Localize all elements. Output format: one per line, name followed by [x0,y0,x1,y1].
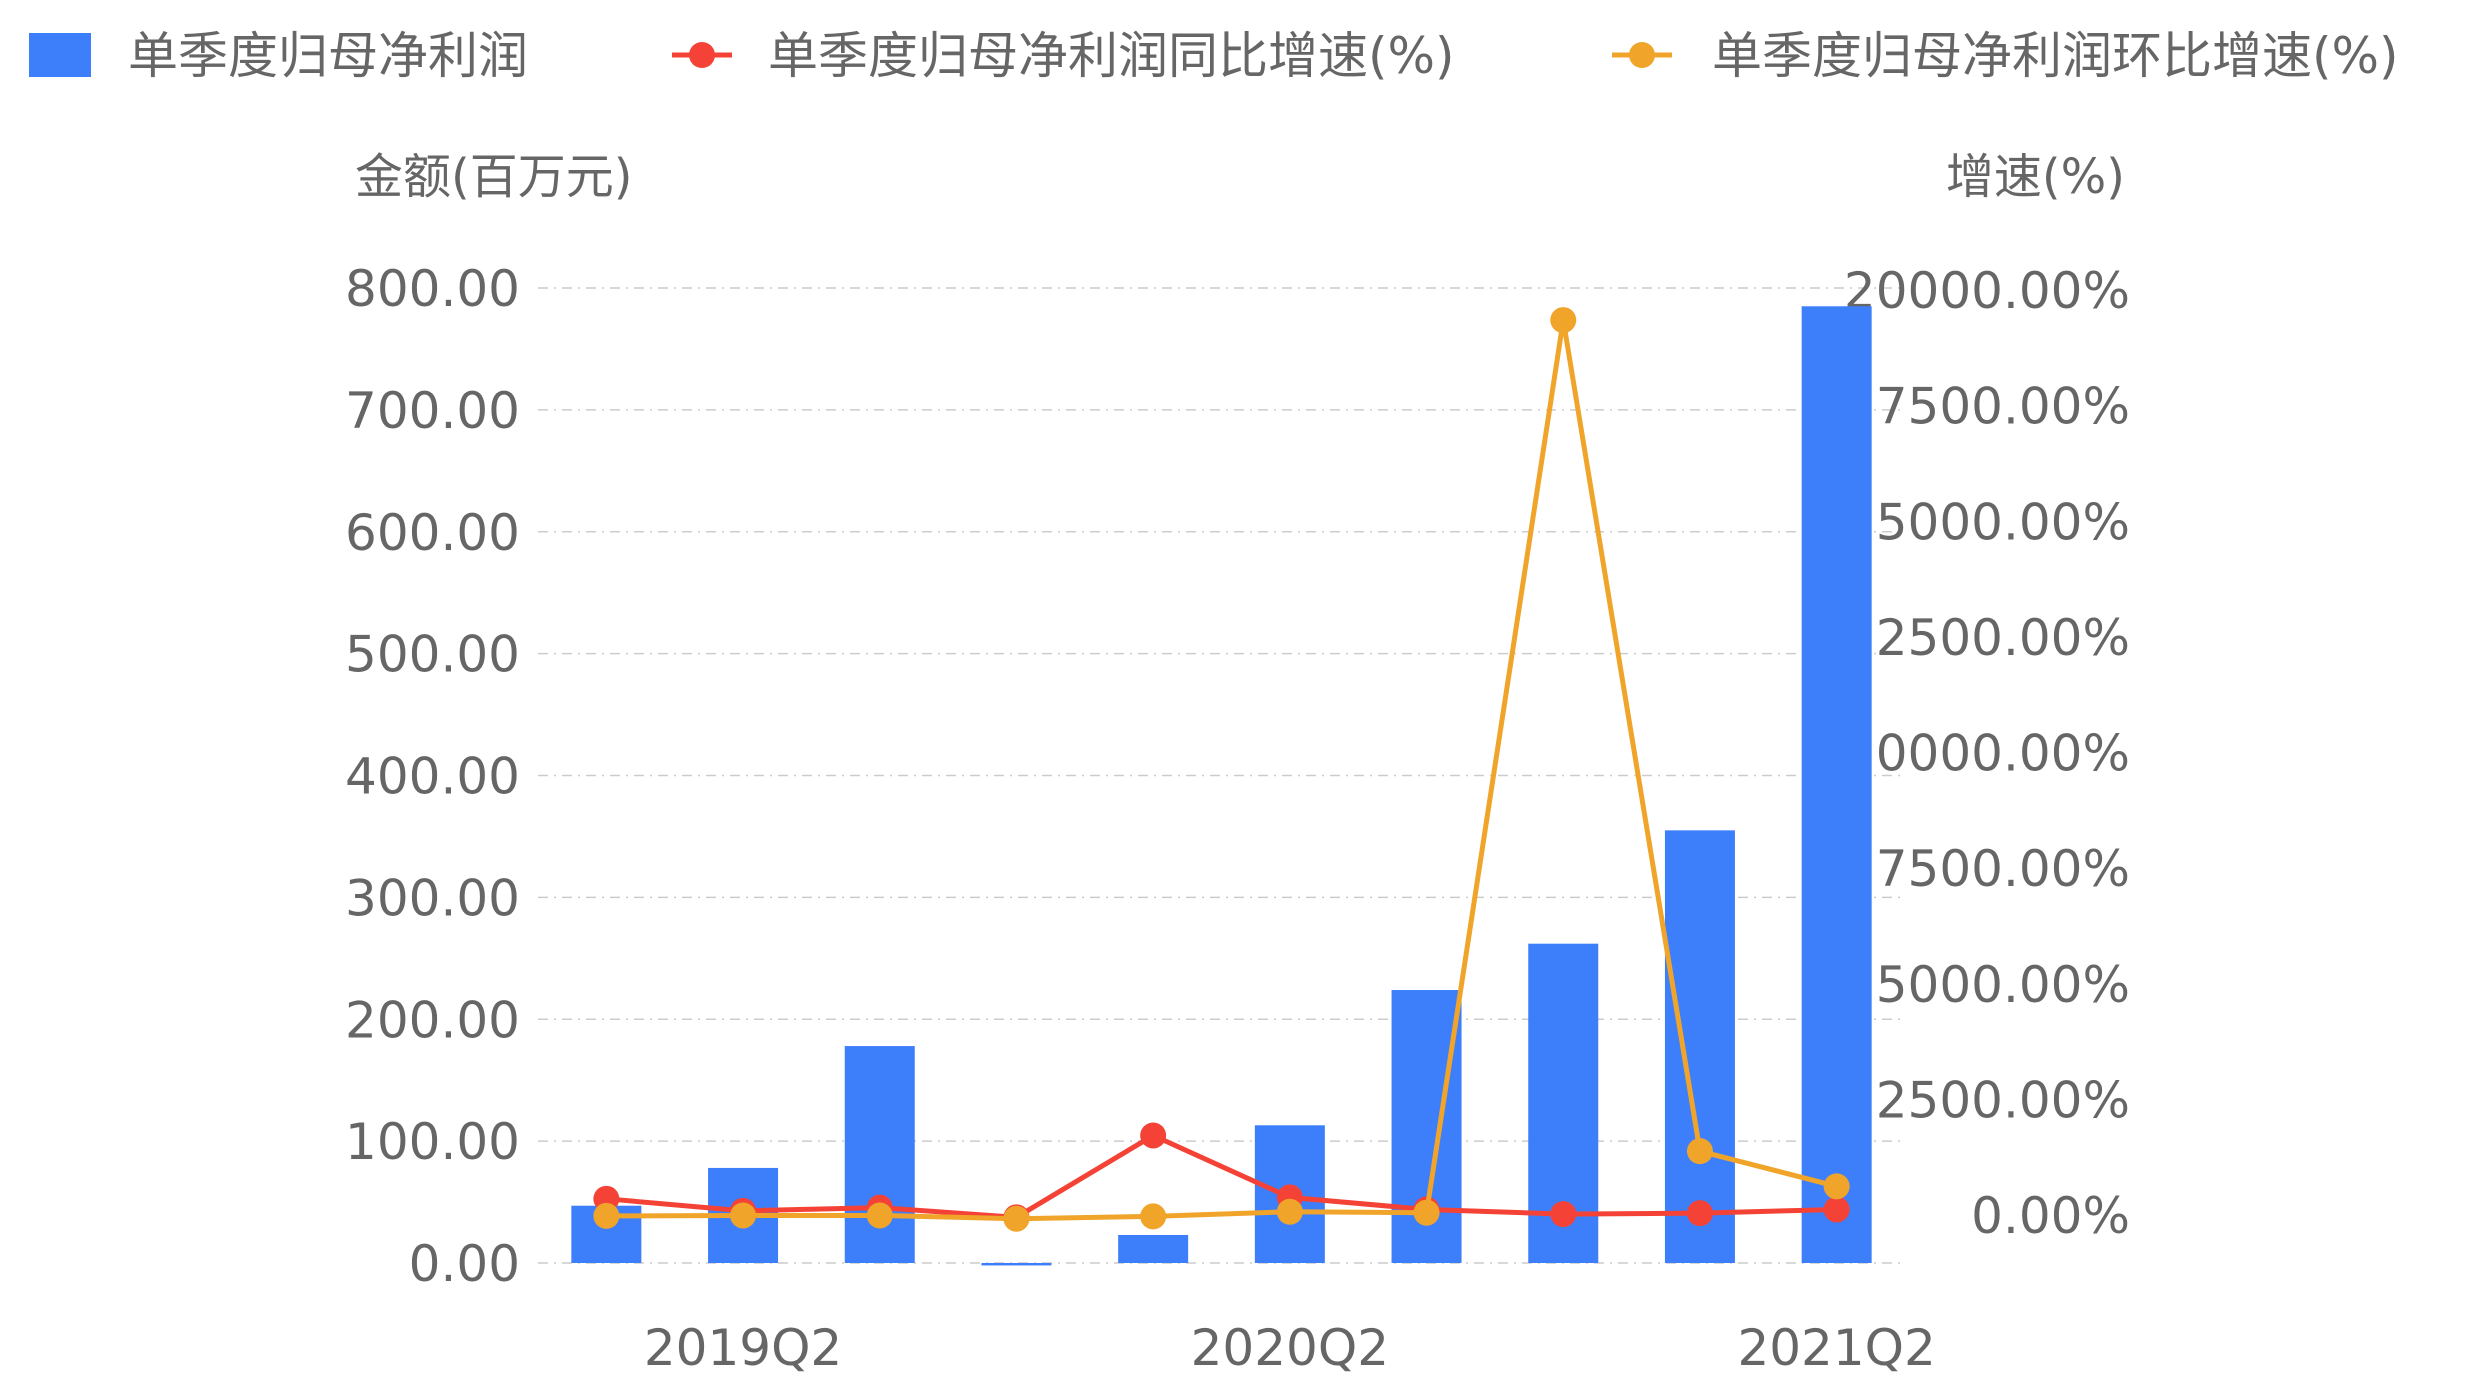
y-left-tick-label: 200.00 [345,991,520,1049]
x-tick-label: 2020Q2 [1191,1319,1389,1377]
x-tick-label: 2021Q2 [1737,1319,1935,1377]
y-right-tick-label: 20000.00% [1844,262,2130,320]
qoq-growth-line [606,319,1838,1222]
legend-label-yoy-growth: 单季度归母净利润同比增速(%) [768,27,1455,85]
y-right-tick-label: 15000.00% [1844,493,2130,551]
legend-swatch-net-profit [29,33,91,77]
right-axis-title: 增速(%) [1946,149,2125,205]
right-axis-ticks: 0.00% 2500.00% 5000.00% 7500.00% 10000.00% 12… [1844,262,2130,1245]
qoq-growth-point [1276,1198,1303,1225]
y-left-tick-label: 100.00 [345,1113,520,1171]
yoy-growth-point [1823,1196,1850,1223]
qoq-growth-point [1823,1173,1850,1200]
bar [1118,1234,1189,1263]
y-right-tick-label: 0.00% [1971,1187,2130,1245]
y-left-tick-label: 700.00 [345,382,520,440]
legend-item-qoq-growth[interactable]: 单季度归母净利润环比增速(%) [1612,27,2399,85]
y-right-tick-label: 17500.00% [1844,378,2130,436]
y-right-tick-label: 2500.00% [1876,1071,2130,1129]
y-right-tick-label: 12500.00% [1844,609,2130,667]
bar-series [571,306,1872,1266]
x-tick-label: 2019Q2 [644,1319,842,1377]
y-left-tick-label: 500.00 [345,626,520,684]
y-right-tick-label: 5000.00% [1876,956,2130,1014]
y-left-tick-label: 800.00 [345,260,520,318]
bar [1664,830,1735,1263]
bar [844,1046,915,1263]
left-axis-ticks: 0.00 100.00 200.00 300.00 400.00 500.00 600.00… [345,260,520,1293]
x-axis-ticks: 2019Q2 2020Q2 2021Q2 [644,1319,1936,1377]
legend-label-net-profit: 单季度归母净利润 [128,27,528,85]
line-series [593,307,1850,1232]
qoq-growth-point [1413,1199,1440,1226]
y-right-tick-label: 10000.00% [1844,725,2130,783]
legend-item-net-profit[interactable]: 单季度归母净利润 [29,27,528,85]
legend-marker-qoq-growth [1629,42,1655,68]
y-left-tick-label: 0.00 [409,1235,520,1293]
qoq-growth-point [1550,307,1577,334]
y-right-tick-label: 7500.00% [1876,840,2130,898]
legend-item-yoy-growth[interactable]: 单季度归母净利润同比增速(%) [672,27,1455,85]
qoq-growth-point [1003,1205,1030,1232]
qoq-growth-point [730,1202,757,1229]
y-left-tick-label: 600.00 [345,504,520,562]
qoq-growth-point [1686,1138,1713,1165]
qoq-growth-point [866,1202,893,1229]
left-axis-title: 金额(百万元) [355,149,632,205]
yoy-growth-point [1140,1122,1167,1149]
qoq-growth-point [1140,1203,1167,1230]
legend: 单季度归母净利润 单季度归母净利润同比增速(%) 单季度归母净利润环比增速(%) [29,27,2399,85]
y-left-tick-label: 400.00 [345,748,520,806]
legend-marker-yoy-growth [689,42,715,68]
yoy-growth-line [606,1132,1837,1220]
bar [981,1263,1052,1266]
yoy-growth-point [1550,1201,1577,1228]
y-left-tick-label: 300.00 [345,869,520,927]
yoy-growth-point [1686,1200,1713,1227]
bar [1801,306,1872,1263]
legend-label-qoq-growth: 单季度归母净利润环比增速(%) [1712,27,2399,85]
qoq-growth-point [593,1202,620,1229]
